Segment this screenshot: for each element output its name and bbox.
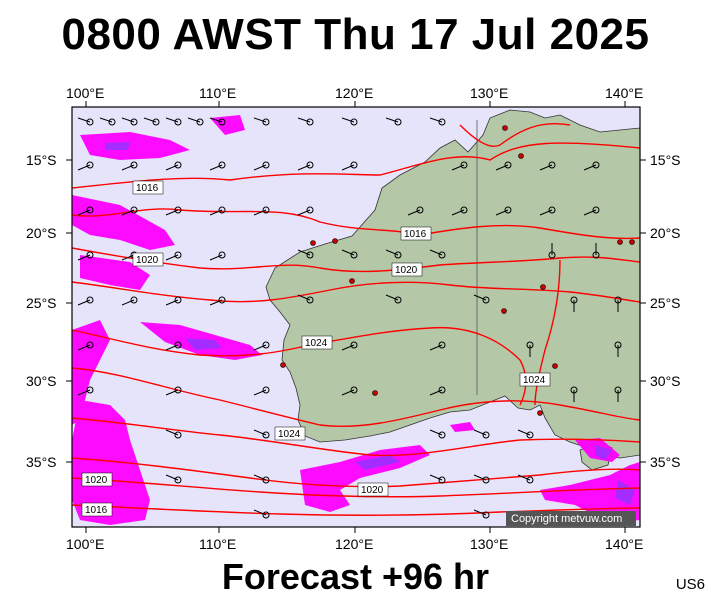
barb-row	[253, 509, 490, 519]
lon-label: 110°E	[199, 85, 236, 101]
lat-label: 30°S	[650, 373, 681, 389]
isobar-label: 1024	[305, 338, 328, 349]
lon-label: 100°E	[66, 536, 104, 552]
isobar-label: 1024	[523, 375, 546, 386]
lat-label: 35°S	[26, 454, 57, 470]
isobar-label: 1016	[404, 229, 427, 240]
barb-row	[165, 429, 534, 439]
lon-label: 140°E	[605, 536, 643, 552]
barb-row	[77, 206, 600, 216]
isobar-label: 1016	[85, 505, 108, 516]
lat-labels-left: 15°S 20°S 25°S 30°S 35°S	[26, 152, 57, 470]
barb-row	[165, 474, 534, 484]
lon-label: 100°E	[66, 85, 104, 101]
lat-label: 20°S	[26, 225, 57, 241]
copyright-text: Copyright metvuw.com	[511, 513, 622, 525]
lat-label: 30°S	[26, 373, 57, 389]
station-dots	[280, 125, 635, 416]
copyright-box	[506, 511, 636, 526]
isobar-label: 1020	[361, 485, 384, 496]
forecast-label: Forecast +96 hr	[221, 556, 490, 597]
isobars	[72, 123, 640, 517]
barb-row	[77, 294, 622, 312]
lat-label: 15°S	[650, 152, 681, 168]
barb-row	[77, 341, 622, 357]
page-title: 0800 AWST Thu 17 Jul 2025	[61, 10, 650, 59]
australia-landmass	[265, 109, 640, 459]
lon-label: 110°E	[199, 536, 236, 552]
lat-label: 25°S	[26, 295, 57, 311]
region-code: US6	[675, 576, 705, 593]
barb-row	[77, 386, 622, 402]
barb-row	[77, 243, 600, 261]
wind-barbs	[77, 117, 622, 519]
lat-label: 35°S	[650, 454, 681, 470]
isobar-label: 1020	[395, 265, 418, 276]
map-frame	[71, 106, 641, 528]
isobar-label: 1024	[278, 429, 301, 440]
lon-label: 130°E	[470, 536, 508, 552]
isobar-label: 1020	[136, 255, 159, 266]
isobar-labels: 1016 1016 1020 1020 1024 1024 1024 1020 …	[81, 180, 551, 517]
lon-labels-bottom: 100°E 110°E 120°E 130°E 140°E	[66, 536, 643, 552]
lat-label: 20°S	[650, 225, 681, 241]
lon-label: 120°E	[335, 536, 373, 552]
lat-label: 15°S	[26, 152, 57, 168]
lon-label: 120°E	[335, 85, 373, 101]
rain-heavy	[105, 142, 635, 505]
barb-row	[77, 161, 600, 171]
isobar-label: 1016	[136, 183, 159, 194]
lon-label: 130°E	[470, 85, 508, 101]
lat-labels-right: 15°S 20°S 25°S 30°S 35°S	[650, 152, 681, 470]
tick-marks	[66, 101, 646, 533]
barb-row	[77, 117, 446, 126]
lon-label: 140°E	[605, 85, 643, 101]
lon-labels-top: 100°E 110°E 120°E 130°E 140°E	[66, 85, 643, 101]
isobar-label: 1020	[85, 475, 108, 486]
lat-label: 25°S	[650, 295, 681, 311]
